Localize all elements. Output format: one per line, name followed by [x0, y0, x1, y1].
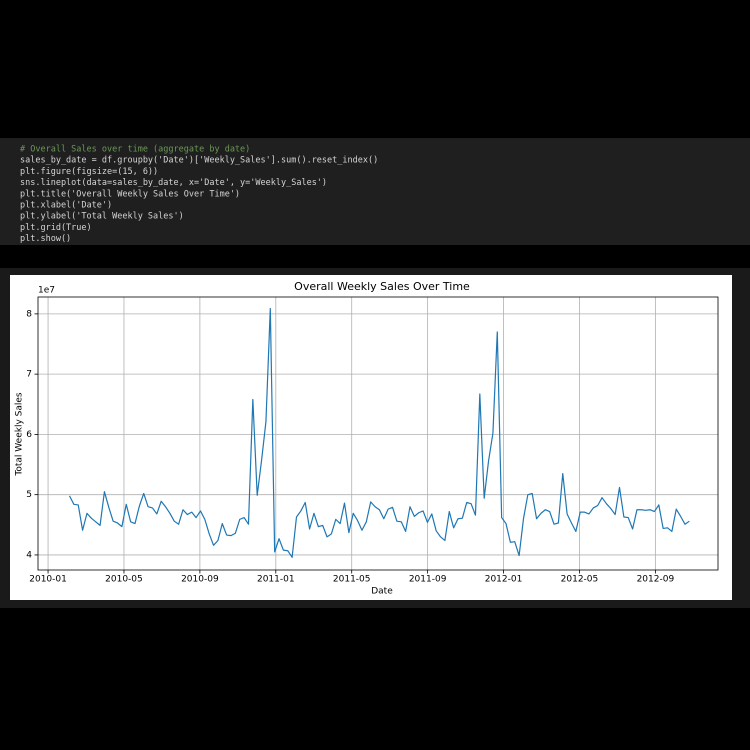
x-tick-label: 2012-05: [561, 575, 599, 585]
x-axis-label: Date: [371, 587, 393, 597]
x-tick-label: 2012-09: [637, 575, 675, 585]
x-tick-label: 2010-09: [181, 575, 219, 585]
code-line: sns.lineplot(data=sales_by_date, x='Date…: [20, 178, 327, 188]
code-line: plt.xlabel('Date'): [20, 201, 112, 211]
code-line: # Overall Sales over time (aggregate by …: [20, 145, 250, 155]
figure: [10, 275, 732, 600]
code-cell[interactable]: [0, 138, 750, 245]
x-tick-label: 2010-05: [105, 575, 143, 585]
x-tick-label: 2011-01: [257, 575, 295, 585]
y-tick-label: 4: [26, 550, 32, 560]
x-tick-label: 2012-01: [485, 575, 523, 585]
y-tick-label: 6: [26, 430, 32, 440]
chart-title: Overall Weekly Sales Over Time: [294, 280, 470, 293]
code-block: # Overall Sales over time (aggregate by …: [20, 145, 378, 245]
y-axis-label: Total Weekly Sales: [15, 392, 25, 476]
code-line: plt.title('Overall Weekly Sales Over Tim…: [20, 189, 240, 199]
code-line: plt.show(): [20, 234, 71, 244]
code-line: sales_by_date = df.groupby('Date')['Week…: [20, 156, 378, 166]
code-line: plt.grid(True): [20, 223, 92, 233]
y-tick-label: 7: [26, 370, 32, 380]
x-tick-label: 2010-01: [29, 575, 67, 585]
offset-label: 1e7: [38, 286, 55, 296]
y-tick-label: 5: [26, 490, 32, 500]
y-tick-label: 8: [26, 309, 32, 319]
code-line: plt.figure(figsize=(15, 6)): [20, 167, 158, 177]
sales-line: [68, 307, 690, 558]
chart: Overall Weekly Sales Over Time Date Tota…: [15, 280, 719, 597]
axes-frame: [37, 296, 719, 571]
x-tick-label: 2011-05: [333, 575, 371, 585]
x-tick-label: 2011-09: [409, 575, 447, 585]
code-line: plt.ylabel('Total Weekly Sales'): [20, 212, 184, 222]
